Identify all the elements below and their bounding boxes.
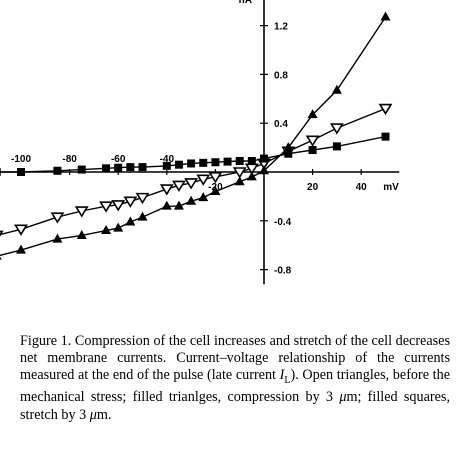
data-point-filled-triangle [307,109,318,119]
x-tick-label: -60 [111,154,126,165]
data-point-open-triangle [208,172,223,184]
series-line [0,16,387,257]
data-point-square [199,158,208,167]
series-filled-square [0,132,390,176]
y-tick-label: -0.8 [274,266,292,277]
data-point-open-triangle [196,174,211,186]
data-point-square [138,163,147,172]
data-point-square [77,165,86,174]
data-point-square [260,154,268,163]
data-point-open-triangle [172,180,186,192]
caption-segment: μ [339,389,347,406]
data-point-open-triangle [305,135,320,147]
y-axis-title: nA [239,0,252,6]
caption-segment: m; filled squares, stretch by 3 [20,389,450,423]
data-point-filled-triangle [259,165,269,175]
data-point-square [126,163,135,172]
caption-segment: L [284,375,291,387]
iv-chart: -100-80-60-40-2020401.20.80.4-0.4-0.8 nA… [0,0,400,285]
caption-segment: Figure 1. Compression of the cell increa… [20,333,450,384]
data-point-filled-triangle [186,195,197,205]
data-point-square [284,149,293,158]
data-point-open-triangle [99,201,113,213]
data-point-filled-triangle [137,211,148,221]
data-point-filled-triangle [125,216,136,226]
data-point-square [223,157,232,166]
data-point-open-triangle [329,123,344,135]
data-point-open-triangle [135,192,150,205]
data-point-square [53,166,62,175]
caption-segment: ). Open triangles, before the mechanical… [20,367,451,406]
data-point-square [187,159,196,168]
data-point-square [162,161,171,170]
x-tick-label: 40 [356,182,368,193]
data-point-open-triangle [184,178,199,190]
data-point-filled-triangle [331,84,342,94]
data-point-filled-triangle [198,192,209,202]
data-point-square [332,142,341,151]
data-point-square [308,146,317,155]
data-point-open-triangle [232,167,247,179]
data-point-open-triangle [74,206,89,218]
x-tick-label: -40 [160,154,175,165]
data-point-square [381,132,390,141]
x-tick-label: -80 [62,154,77,165]
caption-segment: m. [96,406,112,423]
y-tick-label: -0.4 [274,217,292,228]
data-point-filled-triangle [113,222,124,232]
data-point-open-triangle [50,212,65,224]
caption-segment: μ [89,406,97,423]
y-tick-label: 0.8 [274,70,288,81]
x-tick-label: -100 [11,154,31,165]
data-point-open-triangle [378,103,393,116]
data-point-filled-triangle [52,233,63,243]
data-point-square [235,157,244,166]
figure-caption: Figure 1. Compression of the cell increa… [20,333,450,424]
y-tick-label: 0.4 [274,119,288,130]
data-point-square [17,168,25,176]
data-point-square [174,160,183,169]
data-point-filled-triangle [283,142,294,152]
data-point-filled-triangle [16,244,26,254]
data-point-open-triangle [123,196,138,208]
data-point-open-triangle [14,224,28,236]
data-point-filled-triangle [76,229,87,239]
data-point-filled-triangle [234,176,245,186]
data-point-filled-triangle [161,200,172,210]
data-point-filled-triangle [101,225,112,235]
data-point-open-triangle [0,230,4,237]
data-point-open-triangle [111,200,126,212]
data-point-filled-triangle [173,200,184,210]
x-axis-title: mV [383,182,399,193]
data-point-square [0,168,1,176]
y-tick-label: 1.2 [274,22,288,33]
x-tick-label: 20 [307,182,319,193]
data-point-filled-triangle [380,11,391,21]
data-point-square [247,157,256,166]
data-point-filled-triangle [210,186,221,196]
data-point-square [102,164,111,173]
data-point-filled-triangle [0,256,2,260]
caption-segment: I [279,367,285,384]
data-point-square [114,163,123,172]
data-point-open-triangle [159,184,174,196]
data-point-filled-triangle [246,171,257,181]
series-filled-triangle-up [0,11,391,260]
series [0,11,393,260]
data-point-square [211,158,220,167]
